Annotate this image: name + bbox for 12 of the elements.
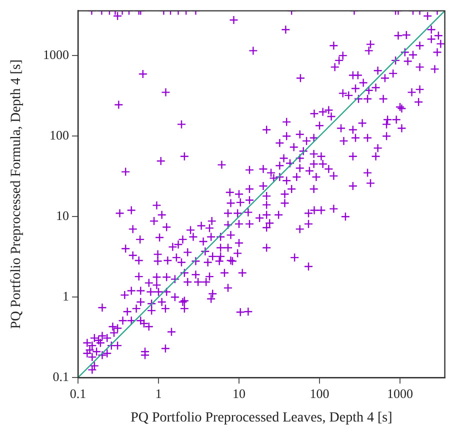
x-tick-label: 1000 [387, 386, 414, 401]
y-tick-label: 10 [56, 208, 69, 224]
x-tick-label: 1 [155, 386, 162, 401]
y-axis-title: PQ Portfolio Preprocessed Formula, Depth 4 [s] [9, 59, 24, 329]
y-tick-label: 1 [62, 288, 69, 304]
x-axis-title: PQ Portfolio Preprocessed Leaves, Depth 4 [s] [130, 410, 392, 426]
y-tick-label: 0.1 [52, 369, 69, 384]
y-tick-label: 100 [50, 128, 69, 143]
y-tick-label: 1000 [43, 47, 69, 62]
x-tick-label: 100 [310, 386, 330, 401]
x-tick-label: 0.1 [70, 386, 86, 401]
x-tick-label: 10 [232, 386, 246, 401]
